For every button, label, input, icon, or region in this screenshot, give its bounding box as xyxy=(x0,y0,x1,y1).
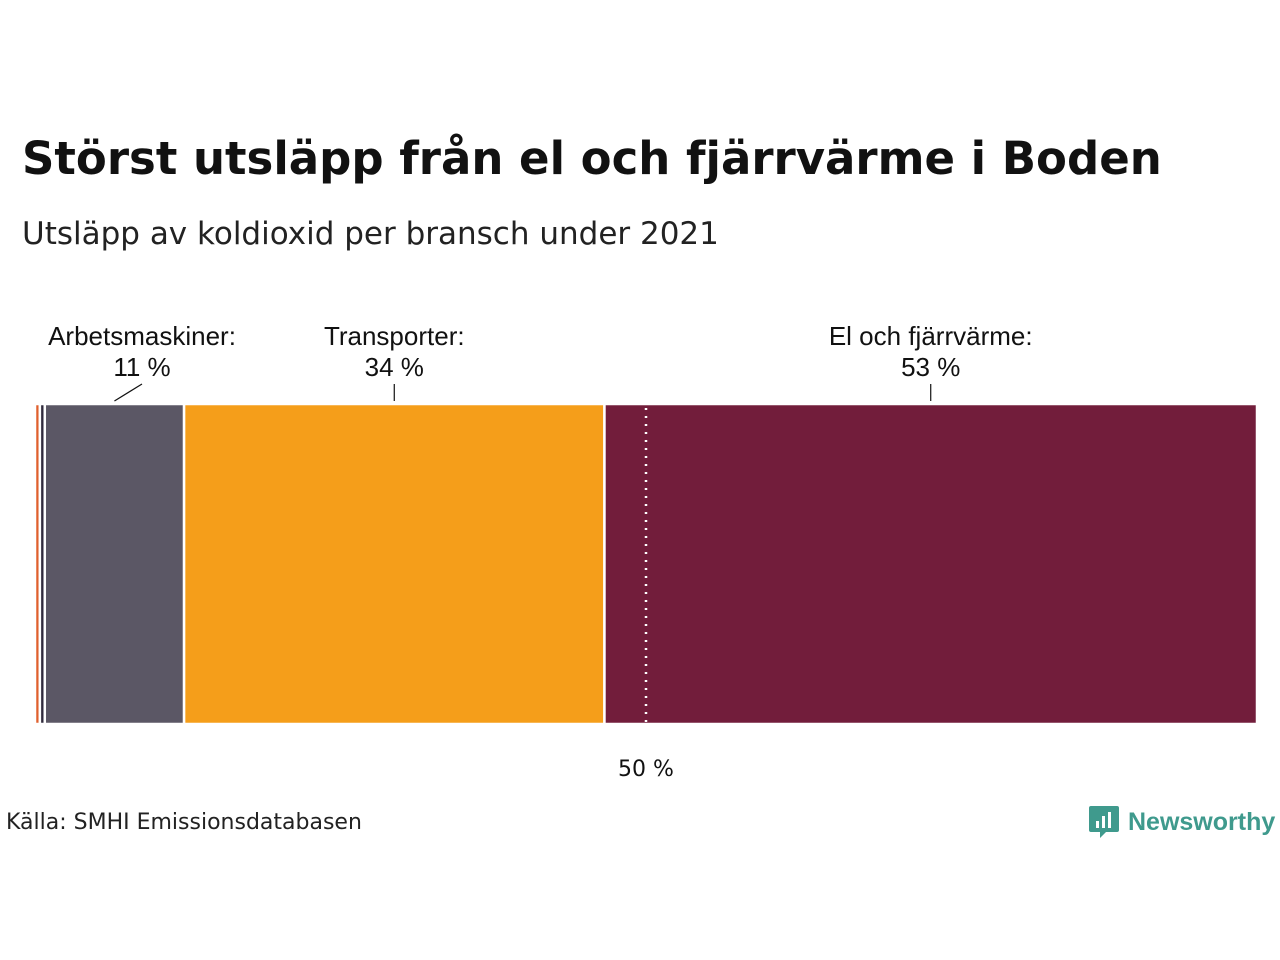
segment-value-label-4: 53 % xyxy=(901,352,960,382)
bar-segment-3 xyxy=(182,402,606,726)
bar-segment-4 xyxy=(603,402,1259,726)
segment-leader-2 xyxy=(114,383,143,402)
source-note: Källa: SMHI Emissionsdatabasen xyxy=(6,810,362,835)
chart-title: Störst utsläpp från el och fjärrvärme i … xyxy=(22,132,1162,185)
newsworthy-logo: Newsworthy xyxy=(1088,804,1275,840)
newsworthy-logo-icon xyxy=(1089,806,1119,838)
newsworthy-logo-text: Newsworthy xyxy=(1128,807,1276,836)
reference-line-label: 50 % xyxy=(618,757,674,782)
segment-value-label-3: 34 % xyxy=(365,352,424,382)
segment-label-4: El och fjärrvärme: xyxy=(829,321,1033,351)
segment-value-label-2: 11 % xyxy=(113,352,170,382)
segment-label-2: Arbetsmaskiner: xyxy=(48,321,236,351)
chart-subtitle: Utsläpp av koldioxid per bransch under 2… xyxy=(22,216,719,252)
stacked-bar-chart: Arbetsmaskiner:11 % Transporter:34 % El oc… xyxy=(33,321,1259,782)
bar-segment-2 xyxy=(43,402,186,726)
segment-label-3: Transporter: xyxy=(324,321,465,351)
